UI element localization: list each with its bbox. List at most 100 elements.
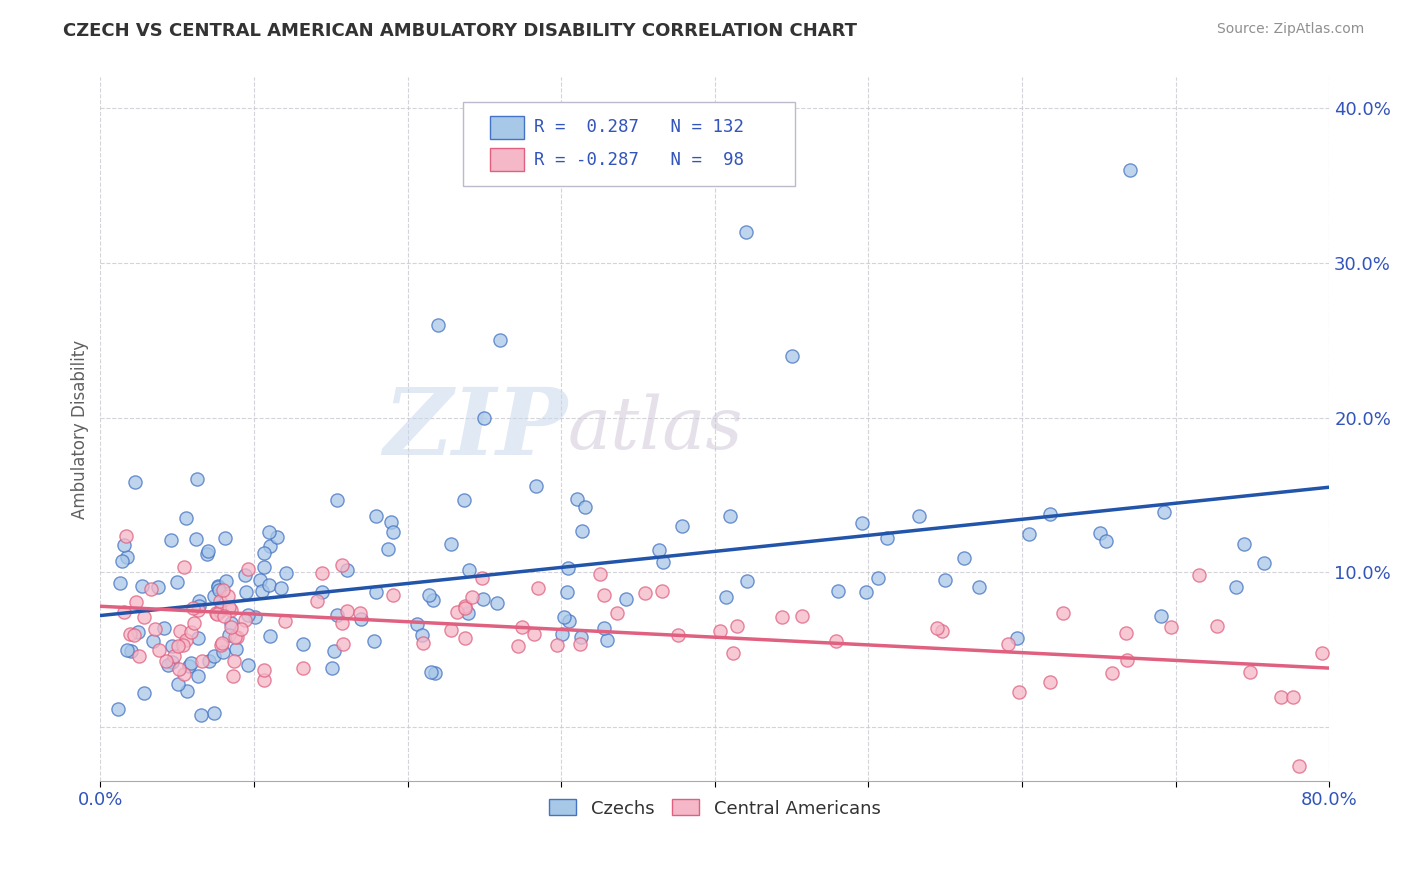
Point xyxy=(257,578,280,592)
Point xyxy=(274,566,297,581)
Point xyxy=(311,566,333,580)
Point xyxy=(422,593,444,607)
Point xyxy=(292,661,315,675)
Point xyxy=(169,624,191,638)
Point xyxy=(207,579,229,593)
Point xyxy=(155,654,177,668)
Point xyxy=(1115,625,1137,640)
Point xyxy=(454,601,477,615)
Point xyxy=(1188,567,1211,582)
Point xyxy=(571,524,593,539)
Point xyxy=(207,607,229,621)
Point xyxy=(1288,758,1310,772)
Point xyxy=(225,642,247,657)
Point xyxy=(588,567,610,582)
Point xyxy=(412,636,434,650)
Point xyxy=(420,665,443,680)
Point xyxy=(187,631,209,645)
Point xyxy=(253,546,276,560)
Point xyxy=(377,542,399,557)
Point xyxy=(453,632,475,646)
Point xyxy=(236,658,259,673)
Point xyxy=(423,665,446,680)
Point xyxy=(323,644,346,658)
Point xyxy=(153,621,176,635)
Point xyxy=(181,601,204,615)
Point xyxy=(1270,690,1292,704)
Point xyxy=(160,640,183,654)
Point xyxy=(716,591,738,605)
Point xyxy=(198,654,221,668)
Point xyxy=(143,622,166,636)
Point xyxy=(666,627,689,641)
Point xyxy=(187,594,209,608)
Point xyxy=(202,706,225,721)
Point xyxy=(224,630,246,644)
Point xyxy=(471,571,494,585)
Point xyxy=(112,538,135,552)
Point xyxy=(557,561,579,575)
Point xyxy=(180,625,202,640)
Point xyxy=(418,588,440,602)
Point xyxy=(148,642,170,657)
Point xyxy=(634,586,657,600)
Point xyxy=(908,508,931,523)
Point xyxy=(934,574,956,588)
Point xyxy=(266,530,288,544)
Point xyxy=(107,702,129,716)
Point xyxy=(238,608,260,623)
Point xyxy=(1007,631,1029,645)
Point xyxy=(179,659,201,673)
Point xyxy=(461,590,484,604)
Point xyxy=(446,605,468,619)
Point xyxy=(1115,653,1137,667)
Point xyxy=(134,610,156,624)
Point xyxy=(172,638,194,652)
Point xyxy=(212,644,235,658)
Point xyxy=(212,608,235,623)
Point xyxy=(1095,534,1118,549)
Point xyxy=(131,578,153,592)
Point xyxy=(127,624,149,639)
Point xyxy=(215,574,238,588)
Point xyxy=(526,479,548,493)
Point xyxy=(485,596,508,610)
Point xyxy=(1239,665,1261,679)
Point xyxy=(574,500,596,514)
Point xyxy=(770,609,793,624)
Point xyxy=(931,624,953,639)
Point xyxy=(191,654,214,668)
FancyBboxPatch shape xyxy=(463,102,794,186)
Point xyxy=(1101,665,1123,680)
Legend: Czechs, Central Americans: Czechs, Central Americans xyxy=(541,792,887,825)
Point xyxy=(186,471,208,485)
Point xyxy=(557,614,579,628)
Point xyxy=(427,318,450,332)
Point xyxy=(1008,684,1031,698)
Point xyxy=(114,606,136,620)
Point xyxy=(1039,674,1062,689)
Point xyxy=(592,621,614,635)
Point xyxy=(735,574,758,588)
Point xyxy=(114,529,136,543)
Point xyxy=(218,600,240,615)
Point xyxy=(249,574,271,588)
Point xyxy=(457,563,479,577)
Point xyxy=(174,511,197,525)
Point xyxy=(202,648,225,663)
Y-axis label: Ambulatory Disability: Ambulatory Disability xyxy=(72,340,89,519)
Point xyxy=(550,626,572,640)
Point xyxy=(243,609,266,624)
Point xyxy=(527,581,550,595)
Point xyxy=(167,639,190,653)
Point xyxy=(160,655,183,669)
Point xyxy=(555,585,578,599)
Point xyxy=(718,508,741,523)
Point xyxy=(217,589,239,603)
Point xyxy=(1160,620,1182,634)
Point xyxy=(453,493,475,508)
Point xyxy=(250,584,273,599)
Text: R = -0.287   N =  98: R = -0.287 N = 98 xyxy=(534,151,744,169)
Point xyxy=(259,539,281,553)
Point xyxy=(187,669,209,683)
